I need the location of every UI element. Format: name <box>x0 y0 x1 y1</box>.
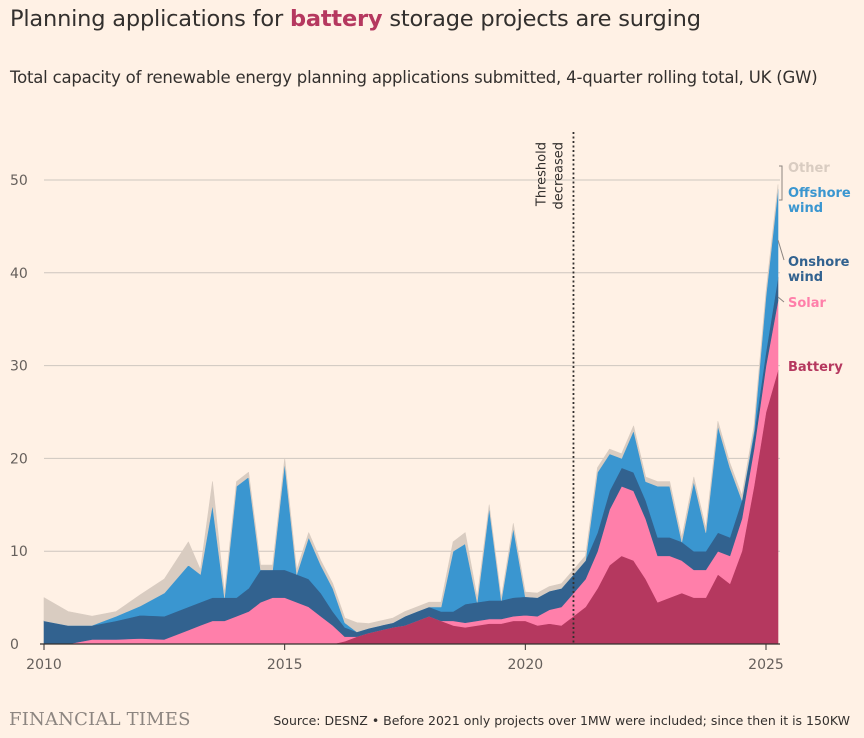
legend-label-offshore-wind: Offshore wind <box>788 186 851 216</box>
gridlines <box>44 179 780 552</box>
legend-label-other: Other <box>788 161 830 176</box>
series-other <box>43 184 779 633</box>
legend-line: Battery <box>788 360 843 375</box>
y-tick-label-30: 30 <box>10 359 28 375</box>
y-tick-label-20: 20 <box>10 451 28 467</box>
y-tick-label-10: 10 <box>10 544 28 560</box>
axes: 0 10 20 30 40 50 2010 2015 2020 2025 <box>10 173 784 673</box>
legend-line: Onshore <box>788 255 850 270</box>
legend-line: Solar <box>788 296 827 311</box>
legend-line: Offshore <box>788 186 851 201</box>
threshold-annotation: Threshold decreased <box>534 132 575 644</box>
x-tick-label-2020: 2020 <box>508 657 544 673</box>
legend-label-battery: Battery <box>788 360 843 375</box>
title-highlight: battery <box>289 6 383 32</box>
title-before: Planning applications for <box>10 6 290 32</box>
legend-connector-solar <box>777 296 785 303</box>
legend-line: wind <box>788 270 823 285</box>
source-note: Source: DESNZ • Before 2021 only project… <box>273 713 850 728</box>
ft-logo: FINANCIAL TIMES <box>9 709 191 730</box>
legend-line: wind <box>788 201 823 216</box>
legend-label-onshore-wind: Onshore wind <box>788 255 850 285</box>
x-tick-label-2025: 2025 <box>748 657 784 673</box>
title-after: storage projects are surging <box>382 6 701 32</box>
stacked-area-chart: 0 10 20 30 40 50 2010 2015 2020 2025 Threshold dec… <box>10 132 851 673</box>
y-tick-label-40: 40 <box>10 266 28 282</box>
y-tick-label-0: 0 <box>10 637 19 653</box>
area-series <box>43 184 779 645</box>
chart-subtitle: Total capacity of renewable energy plann… <box>10 68 818 87</box>
y-tick-label-50: 50 <box>10 173 28 189</box>
threshold-annotation-line-2: decreased <box>551 142 566 209</box>
threshold-annotation-line-1: Threshold <box>534 142 549 207</box>
x-tick-label-2015: 2015 <box>267 657 303 673</box>
chart-title: Planning applications for battery storag… <box>10 6 701 32</box>
legend-line: Other <box>788 161 830 176</box>
legend-bracket-other <box>779 165 783 201</box>
x-tick-label-2010: 2010 <box>26 657 62 673</box>
legend-connector-onshore <box>777 239 785 261</box>
legend-label-solar: Solar <box>788 296 827 311</box>
